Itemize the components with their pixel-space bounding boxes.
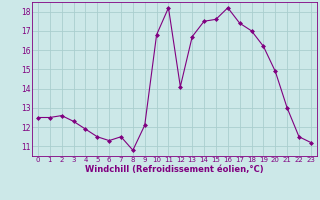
X-axis label: Windchill (Refroidissement éolien,°C): Windchill (Refroidissement éolien,°C): [85, 165, 264, 174]
